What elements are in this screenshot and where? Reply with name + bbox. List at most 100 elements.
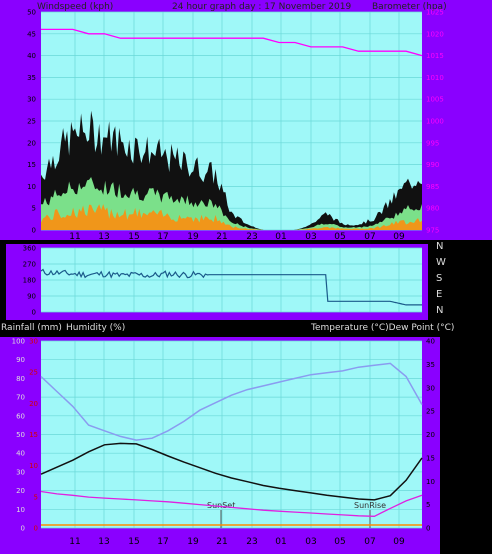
sunset-label: SunSet (207, 501, 235, 510)
time-tick-label: 21 (216, 232, 227, 242)
time-tick-label: 01 (275, 232, 286, 242)
time-tick-label: 15 (128, 537, 139, 547)
temperature-line (40, 442, 423, 501)
direction-tick-label: 180 (23, 277, 36, 285)
wind-tick-label: 0 (32, 227, 36, 235)
sunrise-label: SunRise (354, 501, 386, 510)
direction-tick-label: 90 (27, 293, 36, 301)
compass-label: W (436, 257, 446, 268)
wind-tick-label: 40 (27, 52, 36, 60)
wind-tick-label: 50 (27, 9, 36, 17)
temperature-tick-label: 35 (426, 361, 435, 369)
temperature-dewpoint-title: Temperature (°C)Dew Point (°C) (310, 323, 454, 333)
time-tick-label: 05 (334, 232, 345, 242)
wind-speed-axis: 0 5 10 15 20 25 30 35 40 45 50 (27, 9, 36, 235)
humidity-tick-label: 10 (16, 506, 25, 514)
rainfall-tick-label: 15 (29, 431, 38, 439)
rainfall-tick-label: 0 (34, 525, 38, 533)
humidity-tick-label: 100 (12, 338, 25, 346)
time-tick-label: 15 (128, 232, 139, 242)
direction-tick-label: 0 (32, 309, 36, 317)
barometer-tick-label: 985 (426, 183, 439, 191)
wind-tick-label: 30 (27, 96, 36, 104)
temperature-tick-label: 15 (426, 454, 435, 462)
temperature-tick-label: 10 (426, 478, 435, 486)
temperature-tick-label: 20 (426, 431, 435, 439)
humidity-tick-label: 20 (16, 487, 25, 495)
wind-tick-label: 5 (32, 205, 36, 213)
time-tick-label: 03 (305, 232, 316, 242)
direction-grid (41, 247, 422, 313)
rainfall-title: Rainfall (mm) (1, 323, 62, 333)
top-time-axis: 11 13 15 17 19 21 23 01 03 05 07 09 (69, 232, 405, 242)
humidity-axis: 0 10 20 30 40 50 60 70 80 90 100 (12, 338, 25, 533)
time-tick-label: 11 (69, 537, 80, 547)
humidity-tick-label: 50 (16, 431, 25, 439)
wind-direction-line (40, 268, 422, 306)
temperature-tick-label: 5 (426, 501, 430, 509)
barometer-tick-label: 990 (426, 161, 439, 169)
barometer-title: Barometer (hpa) (372, 2, 447, 12)
bottom-time-axis: 11 13 15 17 19 21 23 01 03 05 07 09 (69, 537, 405, 547)
wind-tick-label: 20 (27, 139, 36, 147)
time-tick-label: 23 (246, 537, 257, 547)
wind-tick-label: 15 (27, 161, 36, 169)
barometer-line (41, 28, 423, 57)
time-tick-label: 11 (69, 232, 80, 242)
barometer-tick-label: 1000 (426, 118, 444, 126)
temperature-tick-label: 25 (426, 408, 435, 416)
compass-label: S (436, 273, 442, 284)
temperature-tick-label: 30 (426, 384, 435, 392)
dewpoint-line (40, 490, 423, 517)
wind-low-area (41, 204, 422, 230)
barometer-tick-label: 980 (426, 205, 439, 213)
compass-label: N (436, 241, 443, 252)
temperature-tick-label: 40 (426, 338, 435, 346)
time-tick-label: 21 (216, 537, 227, 547)
humidity-line (40, 362, 423, 441)
time-tick-label: 03 (305, 537, 316, 547)
top-grid (41, 11, 422, 231)
barometer-tick-label: 1025 (426, 9, 444, 17)
barometer-tick-label: 1005 (426, 96, 444, 104)
barometer-tick-label: 1010 (426, 74, 444, 82)
humidity-tick-label: 80 (16, 375, 25, 383)
humidity-title: Humidity (%) (66, 323, 125, 333)
wind-speed-series (41, 110, 422, 230)
time-tick-label: 07 (364, 537, 375, 547)
time-tick-label: 09 (393, 537, 405, 547)
time-tick-label: 07 (364, 232, 375, 242)
time-tick-label: 19 (187, 537, 199, 547)
humidity-tick-label: 40 (16, 450, 25, 458)
time-tick-label: 05 (334, 537, 345, 547)
time-tick-label: 13 (98, 232, 109, 242)
temperature-tick-label: 0 (426, 525, 430, 533)
rainfall-tick-label: 10 (29, 462, 38, 470)
graph-date-title: 24 hour graph day : 17 November 2019 (172, 2, 351, 12)
barometer-tick-label: 995 (426, 139, 439, 147)
humidity-tick-label: 70 (16, 394, 25, 402)
rainfall-tick-label: 25 (29, 369, 38, 377)
direction-axis: 360 270 180 90 0 (23, 245, 36, 317)
rainfall-tick-label: 30 (29, 338, 38, 346)
temperature-axis: 0 5 10 15 20 25 30 35 40 (426, 338, 435, 533)
humidity-tick-label: 30 (16, 468, 25, 476)
humidity-tick-label: 60 (16, 412, 25, 420)
direction-tick-label: 270 (23, 261, 36, 269)
time-tick-label: 19 (187, 232, 199, 242)
time-tick-label: 13 (98, 537, 109, 547)
time-tick-label: 01 (275, 537, 286, 547)
wind-tick-label: 35 (27, 74, 36, 82)
humidity-tick-label: 0 (21, 525, 25, 533)
compass-label: N (436, 305, 443, 316)
barometer-tick-label: 975 (426, 227, 439, 235)
barometer-tick-label: 1015 (426, 52, 444, 60)
rainfall-tick-label: 20 (29, 400, 38, 408)
wind-tick-label: 10 (27, 183, 36, 191)
wind-tick-label: 25 (27, 118, 36, 126)
time-tick-label: 17 (157, 232, 168, 242)
rainfall-tick-label: 5 (34, 493, 38, 501)
direction-tick-label: 360 (23, 245, 36, 253)
